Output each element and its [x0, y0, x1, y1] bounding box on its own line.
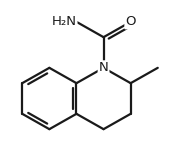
Text: H₂N: H₂N: [51, 15, 76, 28]
Text: O: O: [125, 15, 136, 28]
Text: N: N: [99, 61, 108, 74]
